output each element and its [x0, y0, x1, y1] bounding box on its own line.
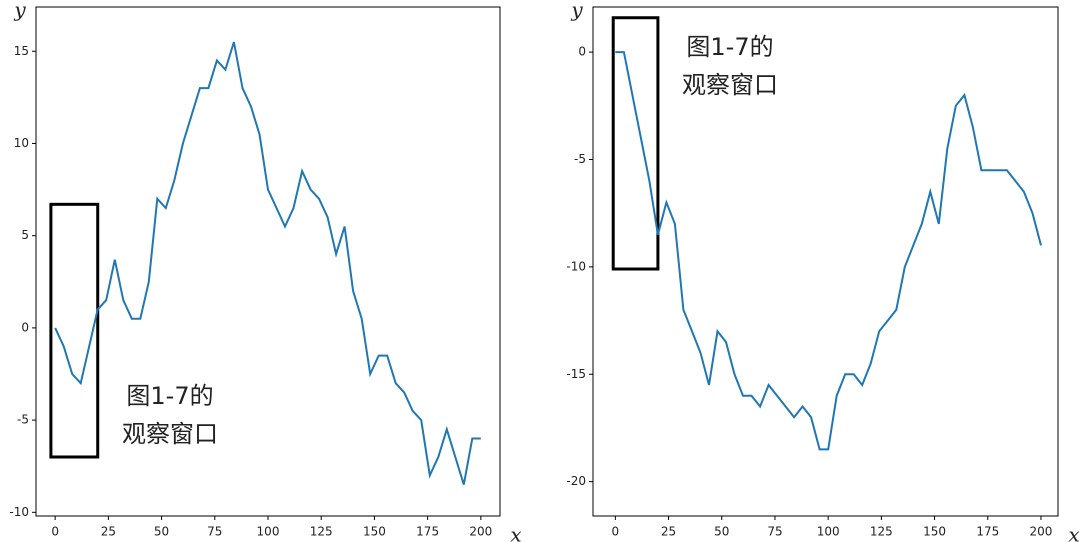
x-tick-label: 0: [612, 525, 620, 539]
x-tick-label: 100: [257, 525, 280, 539]
annotation: 观察窗口: [122, 420, 218, 448]
x-tick-label: 75: [767, 525, 782, 539]
y-tick-label: -10: [9, 505, 29, 519]
x-tick-label: 0: [51, 525, 59, 539]
observation-window: [611, 16, 660, 271]
x-tick-label: 150: [923, 525, 946, 539]
x-tick-label: 75: [207, 525, 222, 539]
x-axis-label: x: [1068, 523, 1079, 542]
plot-frame: [35, 6, 501, 517]
y-tick-label: 0: [578, 45, 586, 59]
x-tick-label: 150: [363, 525, 386, 539]
x-tick-label: 50: [714, 525, 729, 539]
annotation: 图1-7的: [126, 382, 213, 410]
annotation: 图1-7的: [686, 33, 773, 61]
data-line: [54, 41, 481, 485]
x-tick-label: 125: [310, 525, 333, 539]
y-tick-label: -10: [566, 259, 586, 273]
x-tick-label: 100: [817, 525, 840, 539]
y-tick-label: -5: [17, 413, 29, 427]
x-tick-label: 200: [1030, 525, 1053, 539]
x-tick-label: 25: [661, 525, 676, 539]
y-tick-label: 15: [14, 44, 29, 58]
y-axis-label: y: [570, 0, 583, 22]
x-tick-label: 25: [101, 525, 116, 539]
y-tick-label: 0: [21, 320, 29, 334]
y-tick-label: -5: [574, 152, 586, 166]
y-tick-label: -20: [566, 474, 586, 488]
y-tick-label: 5: [21, 228, 29, 242]
y-tick-label: -15: [566, 367, 586, 381]
annotation: 观察窗口: [682, 71, 778, 99]
data-line: [615, 51, 1042, 451]
x-tick-label: 175: [416, 525, 439, 539]
x-tick-label: 200: [469, 525, 492, 539]
plot-frame: [592, 6, 1059, 517]
x-tick-label: 125: [870, 525, 893, 539]
observation-window: [49, 202, 100, 459]
y-tick-label: 10: [14, 136, 29, 150]
x-tick-label: 50: [154, 525, 169, 539]
x-axis-label: x: [510, 523, 521, 542]
y-axis-label: y: [13, 0, 26, 22]
x-tick-label: 175: [976, 525, 999, 539]
